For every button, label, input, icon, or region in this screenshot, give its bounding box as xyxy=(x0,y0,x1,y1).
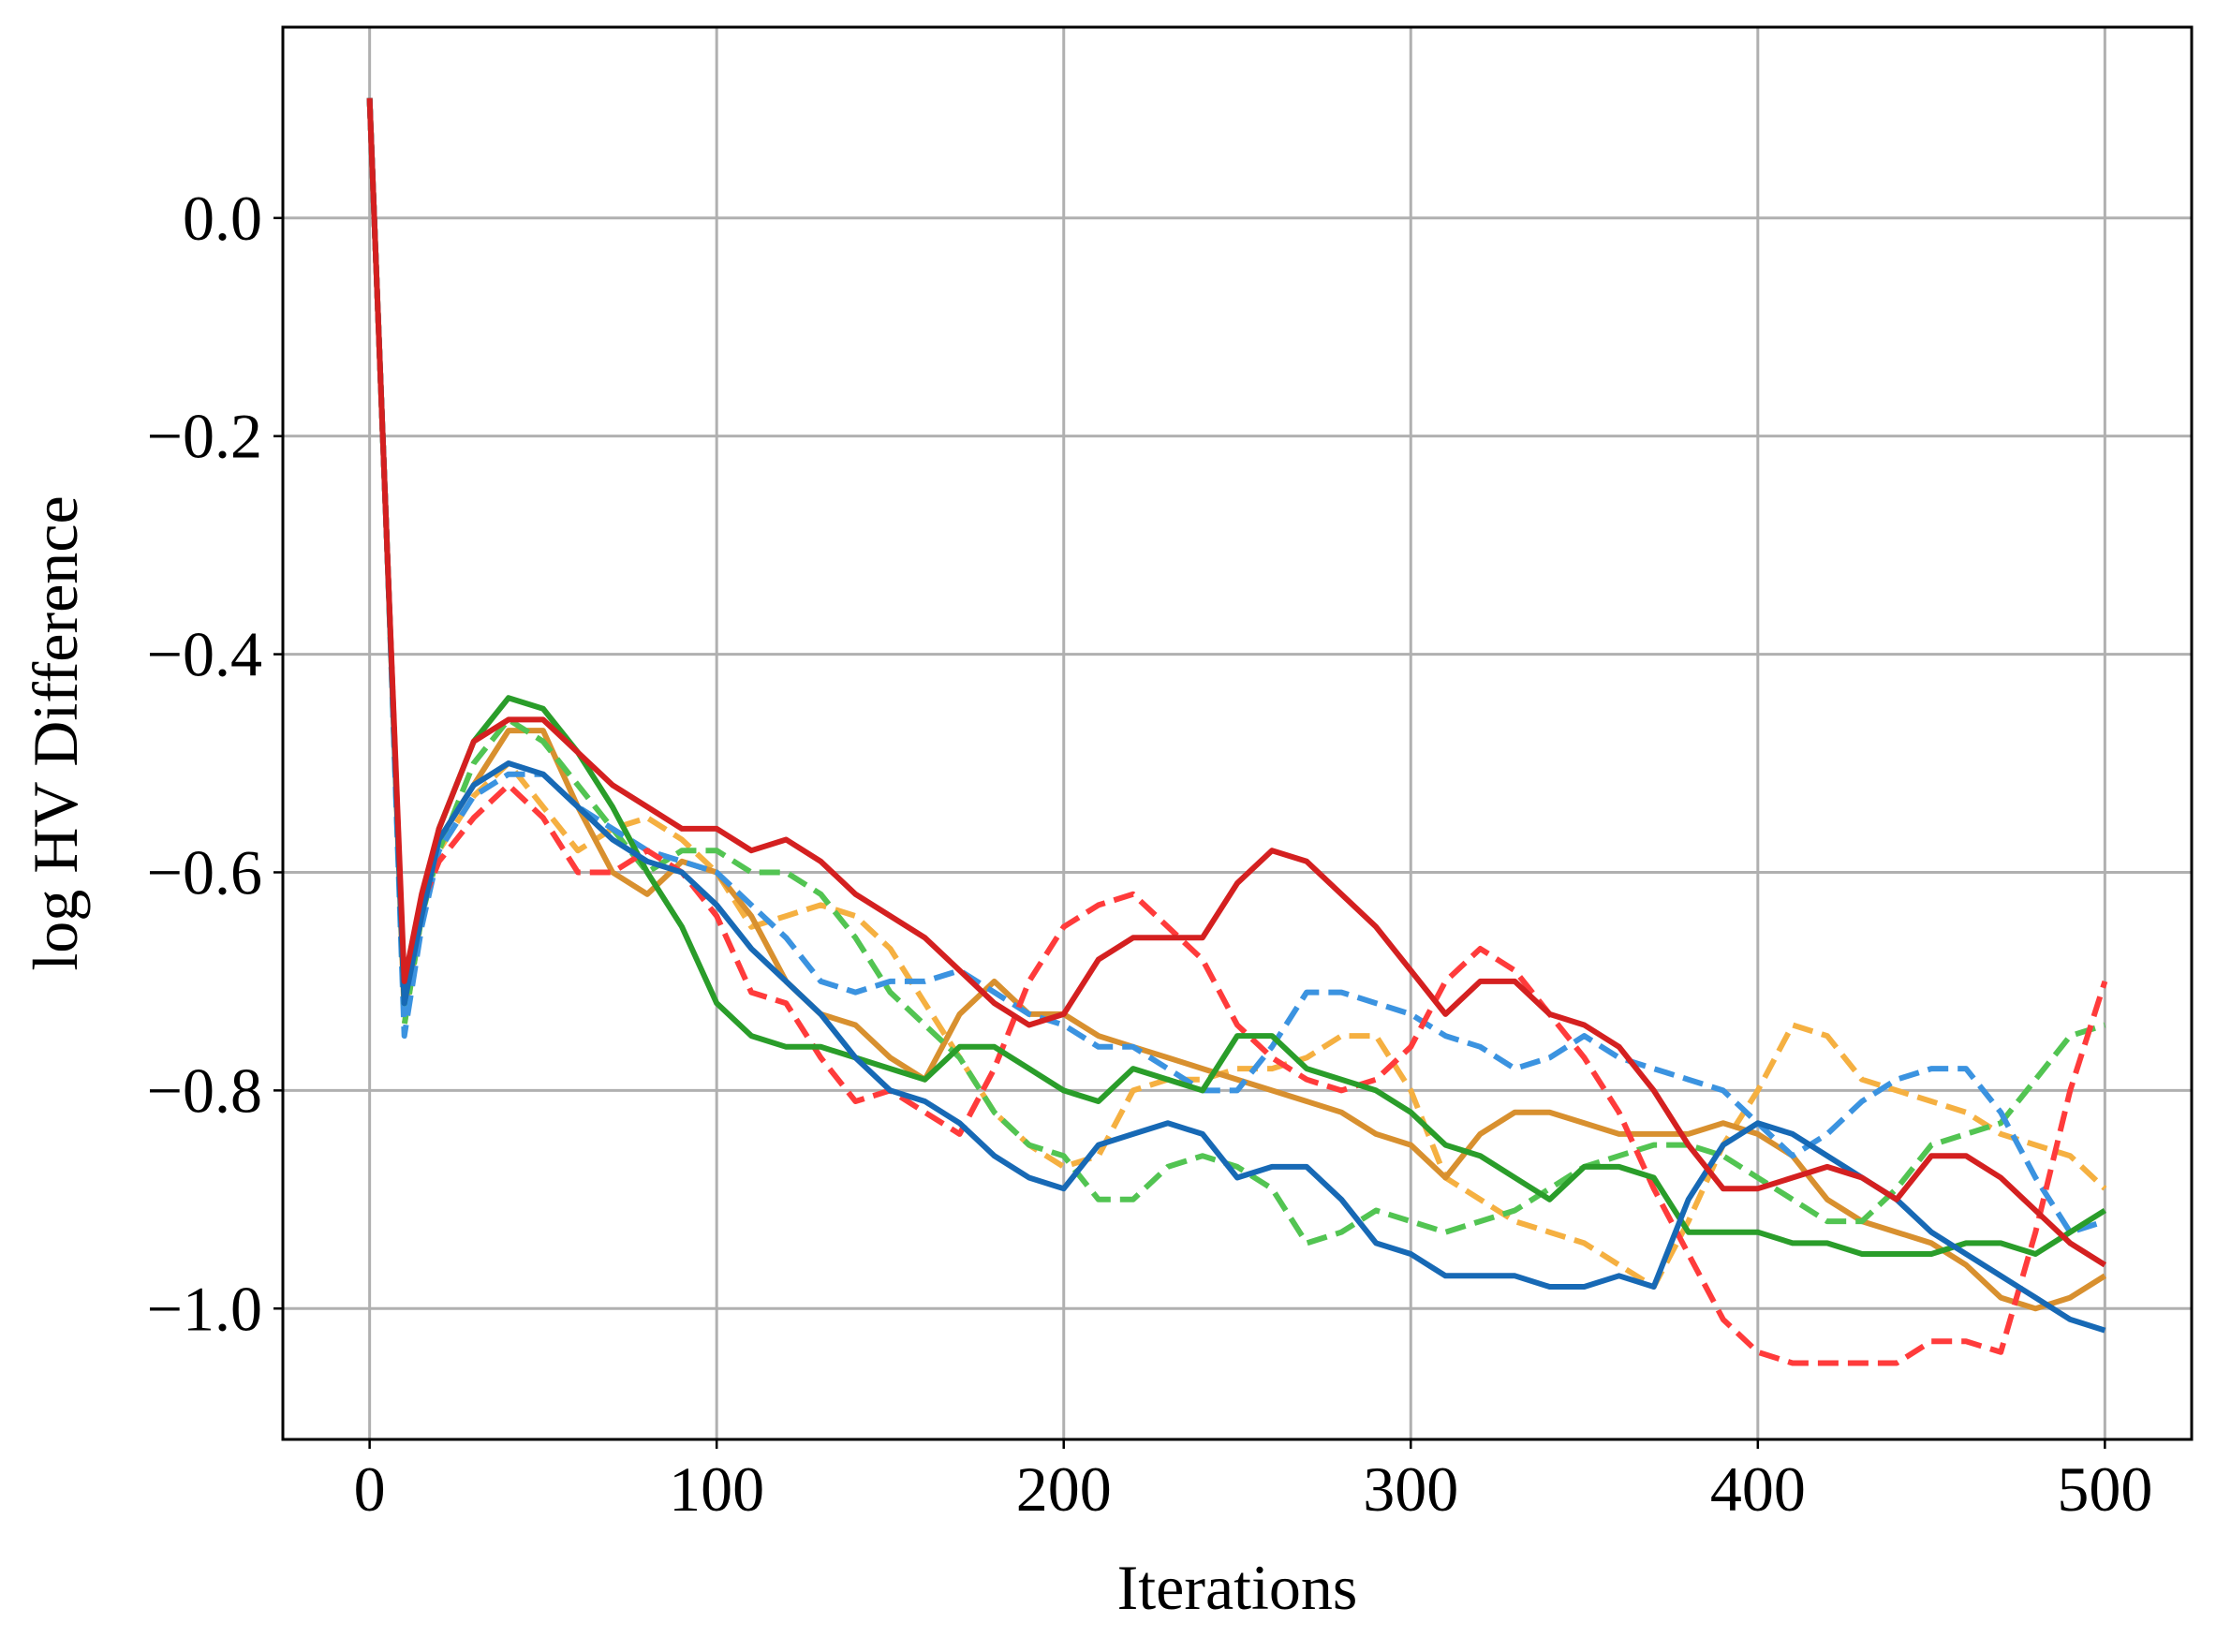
series-line-1 xyxy=(366,97,2107,1290)
series-line-8 xyxy=(366,97,2106,1268)
series-line-3 xyxy=(366,97,2106,1246)
y-tick-label: −0.6 xyxy=(147,836,262,907)
y-tick-label: 0.0 xyxy=(183,183,262,254)
plot-series xyxy=(366,97,2108,1366)
axis-ticks: 0 100 200 300 400 500 0.0 −0.2 −0.4 −0.6 −0.8 −1.0 xyxy=(147,183,2153,1525)
grid-lines xyxy=(283,27,2192,1439)
series-line-2 xyxy=(366,97,2106,1312)
series-line-6 xyxy=(366,97,2106,1257)
x-tick-label: 200 xyxy=(1016,1453,1112,1525)
y-tick-label: −1.0 xyxy=(147,1273,262,1344)
y-axis-label: log HV Difference xyxy=(20,495,91,970)
y-tick-label: −0.4 xyxy=(147,619,262,690)
x-tick-label: 400 xyxy=(1710,1453,1806,1525)
x-tick-label: 300 xyxy=(1363,1453,1458,1525)
y-tick-label: −0.2 xyxy=(147,401,262,472)
x-axis-label: Iterations xyxy=(1117,1552,1358,1623)
series-line-7 xyxy=(366,97,2106,1334)
plot-frame xyxy=(281,25,2194,1441)
x-tick-label: 500 xyxy=(2057,1453,2152,1525)
series-line-5 xyxy=(366,97,2108,1366)
x-tick-label: 0 xyxy=(354,1453,386,1525)
y-tick-label: −0.8 xyxy=(147,1055,262,1126)
x-tick-label: 100 xyxy=(669,1453,764,1525)
